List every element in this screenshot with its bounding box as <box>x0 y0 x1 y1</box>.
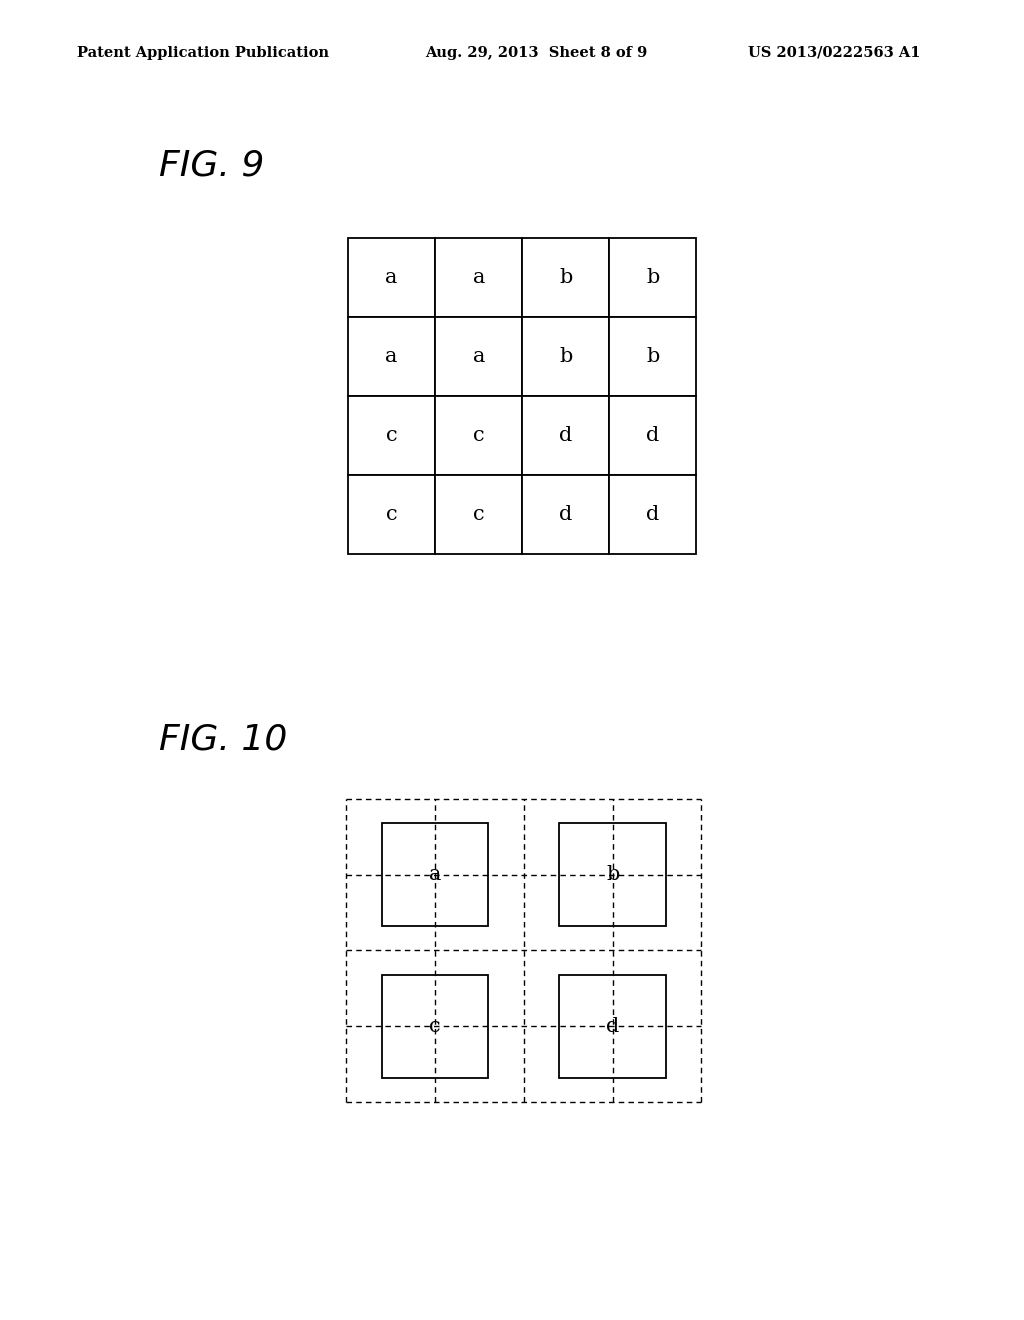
Bar <box>435 396 522 475</box>
Text: US 2013/0222563 A1: US 2013/0222563 A1 <box>748 46 920 59</box>
Bar <box>559 974 666 1078</box>
Text: FIG. 10: FIG. 10 <box>159 722 287 756</box>
Bar <box>435 238 522 317</box>
Text: d: d <box>606 1016 620 1036</box>
Bar <box>559 822 666 927</box>
Text: b: b <box>606 865 620 884</box>
Text: a: a <box>385 268 398 286</box>
Bar <box>522 238 609 317</box>
Text: c: c <box>473 506 484 524</box>
Bar <box>348 317 435 396</box>
Text: Aug. 29, 2013  Sheet 8 of 9: Aug. 29, 2013 Sheet 8 of 9 <box>425 46 647 59</box>
Text: d: d <box>559 506 572 524</box>
Bar <box>348 238 435 317</box>
Text: FIG. 9: FIG. 9 <box>159 148 264 182</box>
Text: a: a <box>472 268 485 286</box>
Bar <box>435 317 522 396</box>
Bar <box>348 396 435 475</box>
Text: b: b <box>559 347 572 366</box>
Text: a: a <box>385 347 398 366</box>
Bar <box>609 396 696 475</box>
Bar <box>522 396 609 475</box>
Bar <box>522 475 609 554</box>
Text: d: d <box>559 426 572 445</box>
Text: b: b <box>646 268 659 286</box>
Bar <box>609 317 696 396</box>
Text: d: d <box>646 506 659 524</box>
Text: c: c <box>386 506 397 524</box>
Bar <box>382 974 488 1078</box>
Bar <box>382 822 488 927</box>
Bar <box>348 475 435 554</box>
Text: b: b <box>646 347 659 366</box>
Text: a: a <box>429 865 441 884</box>
Text: a: a <box>472 347 485 366</box>
Text: Patent Application Publication: Patent Application Publication <box>77 46 329 59</box>
Text: c: c <box>386 426 397 445</box>
Bar <box>609 475 696 554</box>
Text: c: c <box>429 1016 440 1036</box>
Text: c: c <box>473 426 484 445</box>
Text: b: b <box>559 268 572 286</box>
Bar <box>435 475 522 554</box>
Bar <box>609 238 696 317</box>
Text: d: d <box>646 426 659 445</box>
Bar <box>522 317 609 396</box>
